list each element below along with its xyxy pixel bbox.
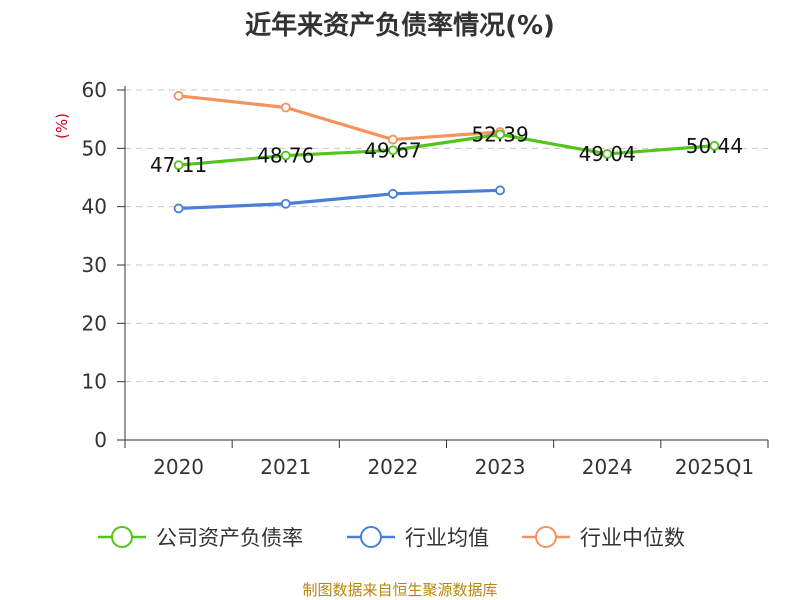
data-label: 48.76	[257, 144, 314, 168]
legend-label: 行业均值	[405, 526, 489, 550]
x-tick-label: 2022	[367, 455, 418, 479]
legend-item-2[interactable]: 行业中位数	[522, 526, 685, 550]
series-layer	[173, 90, 720, 214]
x-tick-label: 2023	[475, 455, 526, 479]
data-point[interactable]	[602, 149, 613, 159]
axes: 0 10 20 30 40 50 60 2020 2021 2022 2023 2024 2025Q1	[82, 78, 769, 479]
series-line-0	[178, 132, 715, 167]
chart-title: 近年来资产负债率情况(%)	[245, 10, 555, 41]
y-tick-label: 60	[82, 78, 107, 102]
x-tick-label: 2025Q1	[675, 455, 754, 479]
data-point[interactable]	[388, 188, 398, 199]
data-point[interactable]	[388, 145, 398, 156]
y-tick-label: 20	[82, 311, 107, 335]
legend-label: 行业中位数	[580, 526, 685, 550]
data-labels: 47.11 48.76 49.67 52.39 49.04 50.44	[150, 122, 743, 177]
source-note: 制图数据来自恒生聚源数据库	[302, 581, 497, 599]
data-point[interactable]	[280, 150, 291, 161]
y-axis-unit: (%)	[53, 113, 71, 139]
legend[interactable]: 公司资产负债率 行业均值 行业中位数	[98, 526, 685, 550]
data-point[interactable]	[388, 134, 398, 145]
legend-marker	[360, 526, 382, 548]
series-line-2	[178, 94, 501, 142]
data-point[interactable]	[173, 203, 184, 214]
data-label: 50.44	[686, 134, 743, 158]
x-tick-label: 2020	[153, 455, 204, 479]
data-point[interactable]	[280, 102, 291, 113]
x-tick-label: 2024	[582, 455, 633, 479]
data-point[interactable]	[280, 198, 291, 209]
y-tick-label: 40	[82, 195, 107, 219]
y-tick-label: 0	[94, 428, 107, 452]
data-point[interactable]	[173, 90, 184, 101]
data-point[interactable]	[173, 160, 184, 171]
legend-marker	[111, 526, 133, 548]
data-label: 49.67	[364, 138, 421, 162]
x-tick-label: 2021	[260, 455, 311, 479]
data-point[interactable]	[495, 185, 505, 196]
legend-marker	[535, 526, 557, 548]
grid	[125, 89, 768, 383]
data-point[interactable]	[709, 140, 720, 151]
legend-label: 公司资产负债率	[156, 526, 303, 550]
legend-item-1[interactable]: 行业均值	[347, 526, 489, 550]
data-label: 49.04	[579, 142, 636, 166]
data-point[interactable]	[495, 129, 505, 140]
legend-item-0[interactable]: 公司资产负债率	[98, 526, 303, 550]
y-tick-label: 50	[82, 136, 107, 160]
y-tick-label: 30	[82, 253, 107, 277]
y-tick-label: 10	[82, 370, 107, 394]
data-label: 52.39	[471, 122, 528, 146]
data-label: 47.11	[150, 153, 207, 177]
series-line-1	[178, 188, 501, 211]
